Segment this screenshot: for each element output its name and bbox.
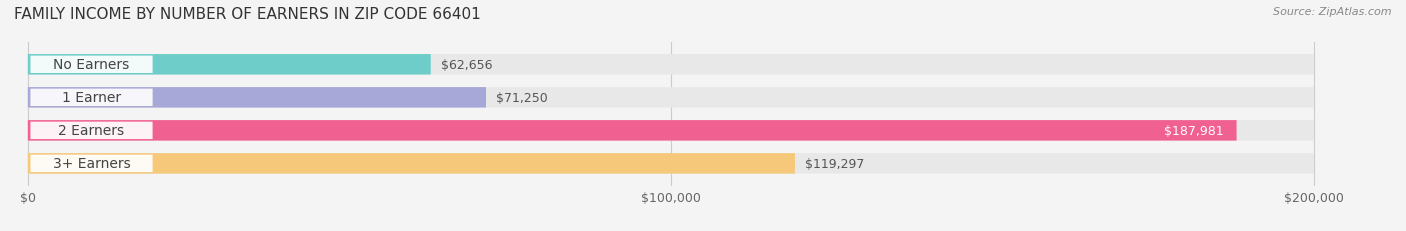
FancyBboxPatch shape [31,155,153,172]
FancyBboxPatch shape [28,153,794,174]
FancyBboxPatch shape [31,122,153,140]
FancyBboxPatch shape [28,88,486,108]
Text: $119,297: $119,297 [806,157,865,170]
FancyBboxPatch shape [28,121,1313,141]
FancyBboxPatch shape [28,88,1313,108]
Text: No Earners: No Earners [53,58,129,72]
FancyBboxPatch shape [31,89,153,106]
Text: $71,250: $71,250 [496,91,548,104]
FancyBboxPatch shape [28,121,1236,141]
Text: 3+ Earners: 3+ Earners [52,157,131,171]
Text: 1 Earner: 1 Earner [62,91,121,105]
FancyBboxPatch shape [31,56,153,74]
Text: $62,656: $62,656 [441,58,492,71]
Text: Source: ZipAtlas.com: Source: ZipAtlas.com [1274,7,1392,17]
Text: $187,981: $187,981 [1164,124,1223,137]
FancyBboxPatch shape [28,55,430,75]
Text: FAMILY INCOME BY NUMBER OF EARNERS IN ZIP CODE 66401: FAMILY INCOME BY NUMBER OF EARNERS IN ZI… [14,7,481,22]
FancyBboxPatch shape [28,55,1313,75]
FancyBboxPatch shape [28,153,1313,174]
Text: 2 Earners: 2 Earners [59,124,125,138]
